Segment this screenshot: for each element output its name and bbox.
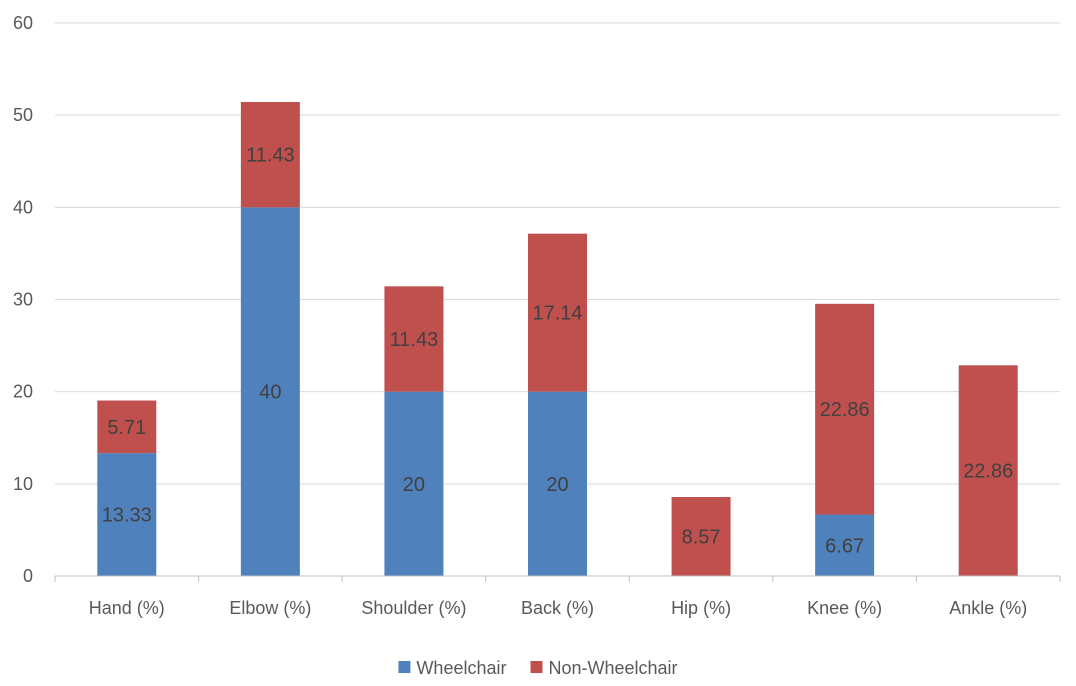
x-tick-label: Ankle (%) — [949, 598, 1027, 618]
data-label: 20 — [403, 474, 425, 496]
bar-non-wheelchair — [528, 233, 587, 392]
bar-wheelchair — [240, 207, 300, 577]
legend-swatch — [530, 661, 543, 673]
bar-wheelchair — [384, 391, 444, 576]
bar-wheelchair — [528, 391, 587, 576]
x-tick-label: Shoulder (%) — [361, 598, 466, 618]
y-tick-label: 40 — [13, 197, 33, 217]
data-label: 22.86 — [963, 461, 1013, 483]
bar-non-wheelchair — [815, 303, 875, 515]
data-label: 22.86 — [820, 399, 870, 421]
y-tick-label: 10 — [13, 474, 33, 494]
data-label: 8.57 — [682, 527, 721, 549]
axes: 0 10 20 30 40 50 60 Hand (%) Elbow (%) Shoulder (… — [13, 13, 1061, 618]
legend-label: Wheelchair — [416, 658, 506, 678]
bars — [97, 101, 1018, 577]
bar-wheelchair — [815, 514, 875, 576]
x-tick-label: Hip (%) — [671, 598, 731, 618]
legend: Wheelchair Non-Wheelchair — [398, 658, 678, 678]
x-tick-label: Back (%) — [521, 598, 594, 618]
y-tick-label: 60 — [13, 13, 33, 33]
data-label: 17.14 — [532, 303, 582, 325]
y-tick-label: 30 — [13, 290, 33, 310]
data-label: 11.43 — [390, 329, 439, 351]
bar-non-wheelchair — [671, 497, 731, 576]
bar-wheelchair — [97, 453, 157, 576]
data-labels: 13.33 5.71 40 11.43 20 11.43 20 17.14 8.57 6.67 22… — [102, 145, 1013, 558]
bar-non-wheelchair — [240, 101, 300, 208]
x-tick-label: Knee (%) — [807, 598, 882, 618]
data-label: 6.67 — [825, 535, 864, 557]
legend-swatch — [398, 661, 411, 673]
x-tick-label: Hand (%) — [89, 598, 165, 618]
legend-label: Non-Wheelchair — [548, 658, 677, 678]
data-label: 5.71 — [107, 417, 146, 439]
x-tick-label: Elbow (%) — [229, 598, 311, 618]
data-label: 40 — [259, 382, 281, 404]
data-label: 11.43 — [246, 145, 295, 167]
data-label: 20 — [546, 474, 568, 496]
data-label: 13.33 — [102, 505, 152, 527]
y-tick-label: 20 — [13, 382, 33, 402]
y-tick-label: 50 — [13, 105, 33, 125]
y-tick-label: 0 — [23, 566, 33, 586]
bar-non-wheelchair — [384, 286, 444, 392]
bar-non-wheelchair — [958, 365, 1018, 576]
bar-non-wheelchair — [97, 400, 157, 454]
